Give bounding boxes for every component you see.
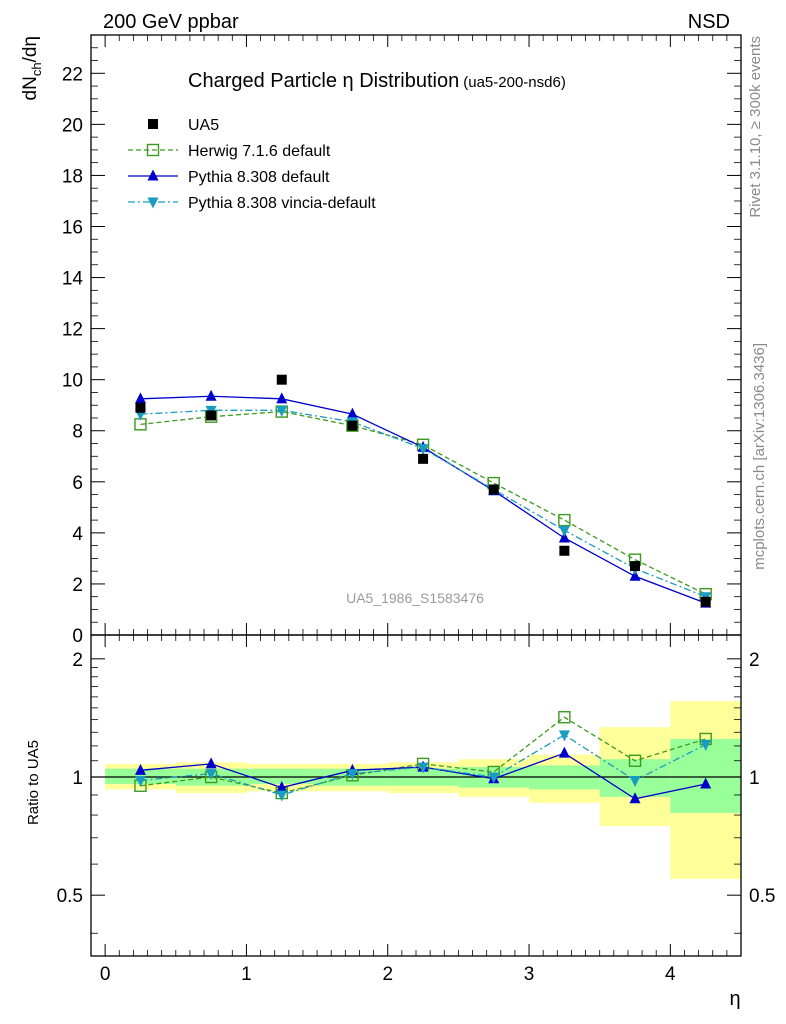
ratio-tick-label-left-0: 0.5 bbox=[57, 886, 83, 907]
y-tick-label-5: 10 bbox=[62, 371, 83, 392]
legend-marker-0 bbox=[148, 119, 158, 129]
legend-label-3: Pythia 8.308 vincia-default bbox=[188, 195, 376, 212]
point-pythia-8-308-default-3 bbox=[346, 407, 358, 419]
ratio-axis-title: Ratio to UA5 bbox=[25, 740, 42, 825]
side-label-bottom: mcplots.cern.ch [arXiv:1306.3436] bbox=[751, 343, 768, 570]
y-tick-label-11: 22 bbox=[62, 64, 83, 85]
x-tick-label-0: 0 bbox=[100, 964, 111, 985]
ratio-point-pythia-8-308-default-1 bbox=[205, 757, 217, 769]
watermark: UA5_1986_S1583476 bbox=[346, 590, 484, 606]
uncertainty-band-inner-2 bbox=[246, 768, 318, 784]
point-pythia-8-308-default-1 bbox=[205, 389, 217, 401]
ratio-point-pythia-8-308-default-8 bbox=[700, 777, 712, 789]
y-tick-label-0: 0 bbox=[72, 626, 83, 647]
legend-marker-2 bbox=[147, 169, 159, 181]
ratio-point-pythia-8-308-vincia-default-6 bbox=[558, 730, 570, 742]
point-pythia-8-308-vincia-default-4 bbox=[417, 444, 429, 456]
ratio-point-pythia-8-308-default-7 bbox=[629, 792, 641, 804]
x-axis-title: η bbox=[729, 988, 740, 1010]
ratio-point-pythia-8-308-vincia-default-5 bbox=[488, 772, 500, 784]
legend-label-2: Pythia 8.308 default bbox=[188, 169, 330, 186]
ratio-tick-label-right-1: 1 bbox=[749, 768, 760, 789]
point-herwig-7-1-6-default-6 bbox=[558, 513, 571, 527]
x-tick-label-1: 1 bbox=[241, 964, 252, 985]
ratio-point-pythia-8-308-default-6 bbox=[558, 746, 570, 758]
legend-label-0: UA5 bbox=[188, 117, 219, 134]
data-point-ua5-6 bbox=[559, 545, 570, 556]
ratio-tick-label-left-2: 2 bbox=[72, 650, 83, 671]
ratio-point-pythia-8-308-default-2 bbox=[276, 781, 288, 793]
ratio-point-herwig-7-1-6-default-6 bbox=[558, 711, 571, 724]
y-tick-label-7: 14 bbox=[62, 269, 84, 290]
y-tick-label-3: 6 bbox=[72, 473, 83, 494]
y-tick-label-1: 2 bbox=[72, 575, 83, 596]
legend: UA5 Herwig 7.1.6 default Pythia 8.308 defa… bbox=[128, 117, 376, 212]
ratio-point-pythia-8-308-vincia-default-2 bbox=[276, 790, 288, 802]
data-point-ua5-8 bbox=[700, 596, 711, 607]
data-point-ua5-7 bbox=[630, 561, 641, 572]
ratio-point-pythia-8-308-vincia-default-7 bbox=[629, 775, 641, 787]
ratio-tick-label-left-1: 1 bbox=[72, 768, 83, 789]
data-point-ua5-4 bbox=[418, 453, 429, 464]
ratio-point-pythia-8-308-default-0 bbox=[134, 763, 146, 775]
x-tick-label-2: 2 bbox=[382, 964, 393, 985]
point-pythia-8-308-vincia-default-2 bbox=[276, 405, 288, 417]
point-pythia-8-308-default-6 bbox=[558, 531, 570, 543]
x-tick-label-4: 4 bbox=[665, 964, 676, 985]
point-pythia-8-308-default-7 bbox=[629, 569, 641, 581]
y-tick-label-8: 16 bbox=[62, 217, 83, 238]
data-point-ua5-3 bbox=[347, 420, 358, 431]
ratio-tick-label-right-0: 0.5 bbox=[749, 886, 775, 907]
y-tick-label-10: 20 bbox=[62, 115, 83, 136]
series-line-pythia-8-308-default bbox=[140, 395, 706, 604]
ratio-point-pythia-8-308-vincia-default-1 bbox=[205, 769, 217, 781]
data-point-ua5-2 bbox=[276, 374, 287, 385]
y-tick-label-4: 8 bbox=[72, 422, 83, 443]
ratio-tick-label-right-2: 2 bbox=[749, 650, 760, 671]
point-pythia-8-308-default-0 bbox=[134, 392, 146, 404]
y-tick-label-6: 12 bbox=[62, 320, 83, 341]
uncertainty-band-inner-8 bbox=[670, 738, 741, 813]
ratio-point-pythia-8-308-vincia-default-8 bbox=[700, 740, 712, 752]
data-point-ua5-0 bbox=[135, 402, 146, 413]
y-tick-label-2: 4 bbox=[72, 524, 83, 545]
y-tick-label-9: 18 bbox=[62, 166, 83, 187]
legend-label-1: Herwig 7.1.6 default bbox=[188, 143, 331, 160]
legend-marker-1 bbox=[146, 143, 160, 157]
ratio-point-pythia-8-308-vincia-default-4 bbox=[417, 762, 429, 774]
header-left: 200 GeV ppbar bbox=[103, 11, 239, 33]
x-tick-label-3: 3 bbox=[524, 964, 535, 985]
ratio-point-herwig-7-1-6-default-7 bbox=[628, 754, 642, 767]
data-point-ua5-5 bbox=[488, 484, 499, 495]
y-axis-title: dNch/dη bbox=[20, 36, 44, 100]
chart-title: Charged Particle η Distribution (ua5-200-… bbox=[188, 70, 566, 92]
ratio-point-pythia-8-308-vincia-default-0 bbox=[134, 775, 146, 787]
point-pythia-8-308-default-2 bbox=[276, 392, 288, 404]
data-point-ua5-1 bbox=[206, 410, 217, 421]
header-right: NSD bbox=[688, 11, 730, 33]
side-label-top: Rivet 3.1.10, ≥ 300k events bbox=[747, 36, 764, 218]
ratio-point-pythia-8-308-vincia-default-3 bbox=[346, 769, 358, 781]
legend-marker-3 bbox=[147, 197, 159, 209]
point-pythia-8-308-vincia-default-6 bbox=[558, 525, 570, 537]
